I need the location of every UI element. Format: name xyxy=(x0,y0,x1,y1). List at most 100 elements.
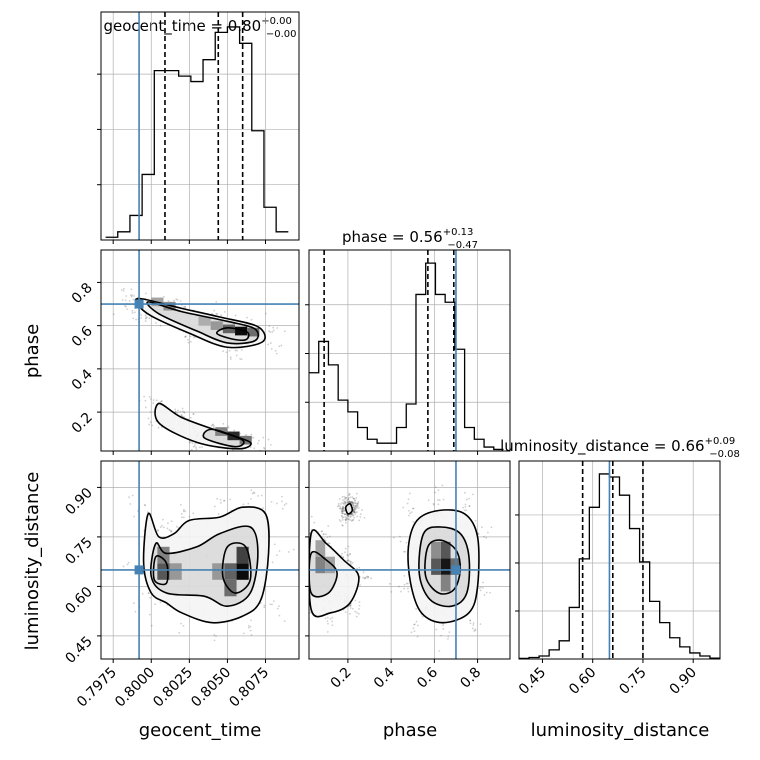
scatter-point xyxy=(464,503,467,506)
scatter-point xyxy=(154,321,157,324)
scatter-point xyxy=(393,536,395,539)
scatter-point xyxy=(128,299,131,302)
scatter-point xyxy=(131,309,134,312)
scatter-point xyxy=(264,455,266,457)
scatter-point xyxy=(278,550,281,552)
scatter-point xyxy=(263,604,266,607)
scatter-point xyxy=(347,515,350,518)
scatter-point xyxy=(169,529,172,532)
scatter-point xyxy=(348,612,351,615)
scatter-point xyxy=(192,412,195,415)
scatter-point xyxy=(278,614,281,617)
scatter-point xyxy=(447,635,450,638)
scatter-point xyxy=(216,313,219,315)
scatter-point xyxy=(326,616,329,619)
scatter-point xyxy=(482,581,485,584)
scatter-point xyxy=(341,517,344,519)
hist2d-cell xyxy=(157,546,170,564)
scatter-point xyxy=(353,511,356,513)
scatter-point xyxy=(366,576,369,579)
scatter-point xyxy=(147,417,150,420)
hist2d-cell xyxy=(440,574,451,592)
axes-frame xyxy=(100,460,300,660)
scatter-point xyxy=(427,499,430,502)
scatter-point xyxy=(474,628,477,631)
scatter-point xyxy=(331,620,334,623)
scatter-point xyxy=(370,577,373,580)
scatter-point xyxy=(341,507,344,510)
scatter-point xyxy=(479,623,482,626)
plot-area xyxy=(101,461,299,659)
contour-level-3 xyxy=(424,539,462,595)
scatter-point xyxy=(190,340,192,343)
scatter-point xyxy=(262,436,265,439)
scatter-point xyxy=(182,516,185,519)
scatter-point xyxy=(349,562,352,564)
scatter-point xyxy=(344,513,346,516)
scatter-point xyxy=(213,639,216,642)
scatter-point xyxy=(192,413,195,416)
scatter-point xyxy=(343,513,346,516)
scatter-point xyxy=(352,514,355,517)
x-tick-label: 0.8 xyxy=(457,665,484,692)
scatter-point xyxy=(222,422,225,425)
scatter-point xyxy=(343,495,346,498)
scatter-point xyxy=(268,325,271,328)
scatter-point xyxy=(180,622,183,625)
scatter-point xyxy=(465,509,468,512)
scatter-point xyxy=(122,289,125,292)
scatter-point xyxy=(339,505,342,508)
scatter-point xyxy=(133,311,136,314)
scatter-point xyxy=(432,503,435,506)
scatter-point xyxy=(175,411,177,414)
title-geocent-time: geocent_time = 0.80+0.00 −0.00 xyxy=(104,16,297,40)
scatter-point xyxy=(344,551,346,554)
scatter-point xyxy=(192,512,195,515)
scatter-point xyxy=(173,299,175,302)
scatter-point xyxy=(347,559,350,562)
scatter-point xyxy=(344,519,347,521)
scatter-point xyxy=(152,402,155,405)
scatter-point xyxy=(344,547,347,550)
scatter-point xyxy=(408,509,410,512)
contour-level-3 xyxy=(152,555,169,586)
scatter-point xyxy=(353,497,356,500)
y-tick-label: 0.6 xyxy=(69,323,96,350)
scatter-point xyxy=(350,513,353,516)
scatter-point xyxy=(413,630,416,633)
scatter-point xyxy=(421,615,424,618)
contour-level-3 xyxy=(221,542,252,594)
scatter-point xyxy=(234,349,237,352)
scatter-point xyxy=(400,590,402,593)
scatter-point xyxy=(437,503,440,506)
scatter-point xyxy=(242,632,245,635)
scatter-point xyxy=(353,507,356,510)
scatter-point xyxy=(213,309,216,312)
scatter-point xyxy=(402,506,405,509)
scatter-point xyxy=(305,614,307,616)
scatter-point xyxy=(351,496,354,498)
scatter-point xyxy=(355,492,358,495)
scatter-point xyxy=(274,349,277,352)
scatter-point xyxy=(341,506,344,509)
xlabel-phase: phase xyxy=(383,720,437,741)
plot-area xyxy=(305,461,510,659)
scatter-point xyxy=(144,317,147,320)
scatter-point xyxy=(187,338,189,341)
scatter-point xyxy=(249,625,252,628)
scatter-point xyxy=(409,512,412,515)
scatter-point xyxy=(229,498,231,501)
scatter-point xyxy=(482,587,484,589)
scatter-point xyxy=(135,318,137,321)
scatter-point xyxy=(177,409,179,412)
scatter-point xyxy=(185,335,187,337)
scatter-point xyxy=(223,499,226,502)
scatter-point xyxy=(150,624,153,627)
scatter-point xyxy=(347,498,350,501)
scatter-point xyxy=(182,625,185,627)
scatter-point xyxy=(349,604,352,607)
y-tick-label: 0.90 xyxy=(62,485,95,518)
scatter-point xyxy=(354,505,357,508)
scatter-point xyxy=(348,501,351,504)
